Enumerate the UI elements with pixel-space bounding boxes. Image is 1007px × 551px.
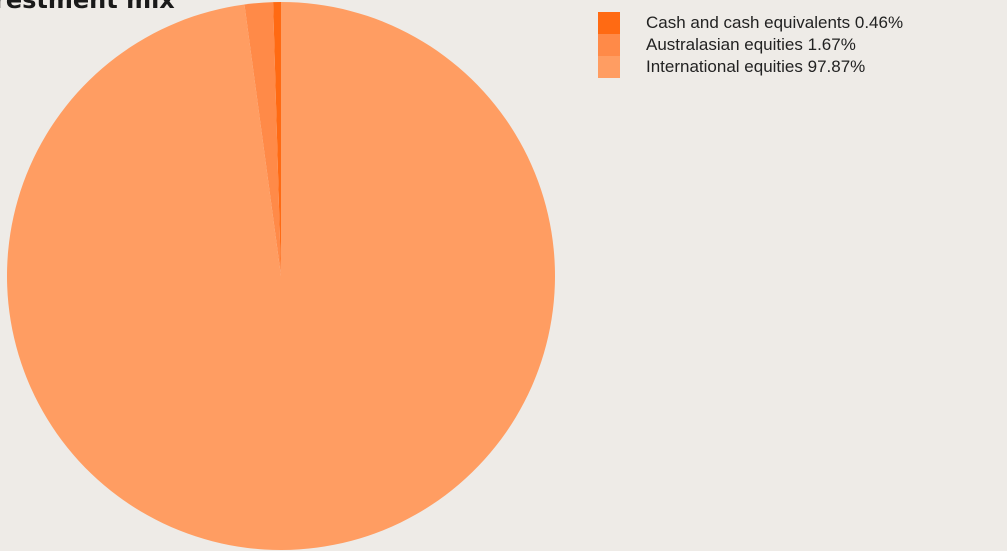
legend-item-international-equities: International equities 97.87%	[598, 54, 903, 79]
legend-label: International equities 97.87%	[646, 56, 866, 76]
legend-item-cash: Cash and cash equivalents 0.46%	[598, 10, 903, 35]
pie-slice-australasian-equities	[244, 2, 281, 277]
pie-slice-cash-and-cash-equivalents	[273, 1, 281, 276]
legend-label: Australasian equities 1.67%	[646, 34, 856, 54]
chart-title: restment mix	[0, 0, 175, 14]
legend-swatch	[598, 11, 620, 34]
pie-chart	[6, 1, 555, 550]
legend-swatch	[598, 33, 620, 56]
chart-legend: Cash and cash equivalents 0.46% Australa…	[598, 10, 903, 79]
legend-item-australasian-equities: Australasian equities 1.67%	[598, 32, 903, 57]
legend-swatch	[598, 55, 620, 78]
pie-slice-international-equities	[6, 2, 555, 550]
legend-label: Cash and cash equivalents 0.46%	[646, 12, 904, 32]
